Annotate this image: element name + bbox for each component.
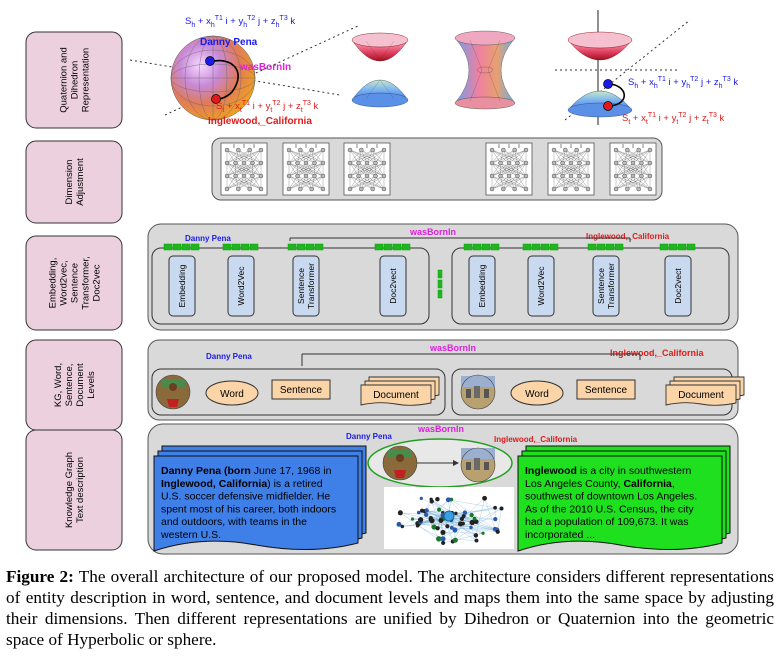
svg-text:Doc2vect: Doc2vect — [388, 268, 398, 304]
row-label-4: KG, Word,Sentence,DocumentLevels — [53, 363, 97, 407]
row-label-box-1 — [25, 31, 123, 129]
entity-head-3: Danny Pena — [185, 234, 231, 243]
sphere-icon — [170, 35, 256, 121]
tail-description-text: Inglewood is a city in southwestern Los A… — [525, 465, 697, 541]
entity-relation-5: wasBornIn — [417, 424, 464, 434]
sentence-level-box: Sentence — [271, 379, 331, 400]
caption-text: The overall architecture of our proposed… — [6, 567, 774, 649]
text-description-panel: Danny Pena (born June 17, 1968 in Inglewo… — [147, 423, 739, 555]
model-embedding-box: Embedding — [163, 243, 200, 317]
neural-network-icon — [485, 142, 533, 196]
word-level-ellipse: Word — [510, 380, 564, 406]
svg-text:Word: Word — [525, 389, 549, 400]
tail-point — [211, 94, 221, 104]
svg-text:SentenceTransformer: SentenceTransformer — [596, 263, 616, 309]
entity-tail-4: Inglewood,_California — [610, 348, 705, 358]
svg-text:Embedding: Embedding — [177, 264, 187, 307]
knowledge-graph-icon — [384, 487, 514, 549]
hyperbolic-surface-icon — [567, 31, 633, 118]
svg-text:Word: Word — [220, 389, 244, 400]
formula-tail-2: St + xtT1 i + ytT2 j + ztT3 k — [622, 112, 725, 126]
entity-head-4: Danny Pena — [206, 352, 252, 361]
dimension-adjustment-panel — [211, 137, 663, 201]
entity-tail-3: Inglewood,_California — [586, 232, 670, 241]
row-label-2: DimensionAdjustment — [64, 158, 86, 206]
formula-tail-1: St + xtT1 i + ytT2 j + ztT3 k — [216, 100, 319, 114]
svg-text:Word2Vec: Word2Vec — [536, 266, 546, 306]
neural-network-icon — [547, 142, 595, 196]
hyperboloid-two-sheet-icon — [351, 32, 409, 108]
neural-network-icon — [220, 142, 268, 196]
svg-text:Doc2vect: Doc2vect — [673, 268, 683, 304]
head-point-2 — [603, 79, 613, 89]
neural-network-icon — [609, 142, 657, 196]
person-photo-icon — [155, 374, 191, 410]
head-document-stack: Danny Pena (born June 17, 1968 in Inglewo… — [153, 445, 367, 552]
word-level-ellipse: Word — [205, 380, 259, 406]
sentence-level-box: Sentence — [576, 379, 636, 400]
neural-network-icon — [343, 142, 391, 196]
head-description-text: Danny Pena (born June 17, 1968 in Inglewo… — [160, 465, 336, 541]
embedding-panel: Danny Pena wasBornIn Inglewood,_Californ… — [147, 223, 739, 331]
separator-bars — [437, 269, 443, 299]
levels-panel: Danny Pena wasBornIn Inglewood,_Californ… — [147, 339, 745, 421]
svg-text:Sentence: Sentence — [280, 385, 323, 396]
row-label-1: Quaternion andDihedronRepresentation — [59, 47, 92, 113]
svg-text:Document: Document — [373, 390, 419, 401]
formula-head-1: Sh + xhT1 i + yhT2 j + zhT3 k — [185, 15, 295, 29]
model-doc2vect-box: Doc2vect — [659, 243, 696, 317]
person-photo-icon — [382, 445, 418, 481]
model-sentence-transformer-box: SentenceTransformer — [587, 243, 624, 317]
model-doc2vect-box: Doc2vect — [374, 243, 411, 317]
document-level-stack: Document — [360, 376, 440, 406]
row-label-box-2 — [25, 140, 123, 224]
svg-text:Word2Vec: Word2Vec — [236, 266, 246, 306]
city-photo-icon — [460, 374, 496, 410]
document-level-stack: Document — [665, 376, 745, 406]
caption-label: Figure 2: — [6, 567, 74, 586]
svg-text:Embedding: Embedding — [477, 264, 487, 307]
row-label-5: Knowledge GraphText description — [64, 452, 86, 528]
figure-caption: Figure 2: The overall architecture of ou… — [6, 566, 774, 650]
quaternion-dihedron-panel: Sh + xhT1 i + yhT2 j + zhT3 k Danny Pena… — [129, 10, 738, 127]
hyperboloid-one-sheet-icon — [454, 30, 516, 110]
entity-tail-1: Inglewood,_California — [208, 116, 312, 127]
tail-document-stack: Inglewood is a city in southwestern Los A… — [517, 445, 731, 552]
entity-relation-1: wasBornIn — [239, 62, 291, 73]
svg-text:Sentence: Sentence — [585, 385, 628, 396]
architecture-diagram: Quaternion andDihedronRepresentation Dime… — [25, 10, 745, 555]
entity-head-1: Danny Pena — [200, 37, 258, 48]
tail-point-2 — [603, 101, 613, 111]
formula-head-2: Sh + xhT1 i + yhT2 j + zhT3 k — [628, 76, 738, 90]
model-word2vec-box: Word2Vec — [522, 243, 559, 317]
svg-text:Document: Document — [678, 390, 724, 401]
neural-network-icon — [282, 142, 330, 196]
entity-tail-5: Inglewood,_California — [494, 435, 578, 444]
row-label-3: Embedding,Word2vec,SentenceTransformer,D… — [48, 256, 103, 310]
entity-head-5: Danny Pena — [346, 432, 392, 441]
city-photo-icon — [460, 447, 496, 483]
model-sentence-transformer-box: SentenceTransformer — [287, 243, 324, 317]
row-label-box-5 — [25, 429, 123, 551]
entity-relation-4: wasBornIn — [429, 343, 476, 353]
head-point — [205, 56, 215, 66]
model-embedding-box: Embedding — [463, 243, 500, 317]
entity-relation-3: wasBornIn — [409, 227, 456, 237]
svg-text:SentenceTransformer: SentenceTransformer — [296, 263, 316, 309]
row-labels: Quaternion andDihedronRepresentation Dime… — [25, 31, 123, 551]
model-word2vec-box: Word2Vec — [222, 243, 259, 317]
row-label-box-3 — [25, 235, 123, 331]
